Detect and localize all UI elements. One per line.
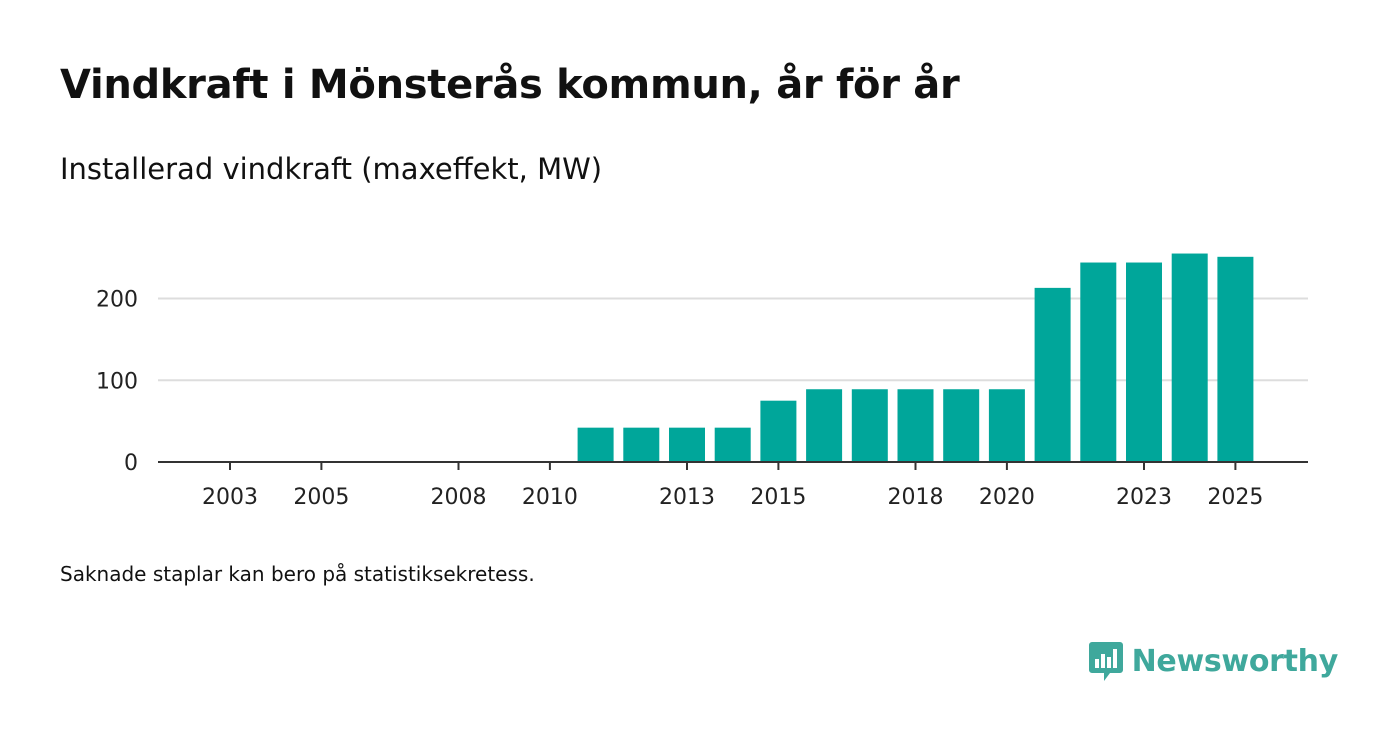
- bar-2012: [623, 427, 660, 462]
- footnote: Saknade staplar kan bero på statistiksek…: [60, 562, 535, 586]
- x-tick-label: 2003: [202, 485, 258, 510]
- x-tick-label: 2018: [888, 485, 944, 510]
- bar-2018: [897, 389, 934, 462]
- x-tick-label: 2005: [293, 485, 349, 510]
- bar-2023: [1126, 262, 1162, 462]
- bar-2024: [1171, 253, 1208, 462]
- bar-2014: [714, 427, 751, 462]
- bar-2016: [806, 389, 843, 462]
- x-tick-label: 2013: [659, 485, 715, 510]
- y-tick-label: 200: [96, 288, 138, 313]
- bar-2020: [988, 389, 1025, 462]
- bar-chart-speech-bubble-icon: [1088, 642, 1123, 681]
- bar-2025: [1217, 256, 1254, 462]
- bar-2015: [760, 400, 797, 462]
- x-tick-label: 2025: [1207, 485, 1263, 510]
- y-tick-label: 0: [124, 451, 138, 476]
- x-tick-label: 2008: [431, 485, 487, 510]
- bar-2013: [669, 427, 705, 462]
- x-tick-label: 2020: [979, 485, 1035, 510]
- bar-2021: [1034, 287, 1071, 462]
- brand-logo: Newsworthy: [1088, 640, 1338, 682]
- chart-subtitle: Installerad vindkraft (maxeffekt, MW): [60, 152, 603, 186]
- bar-2017: [851, 389, 888, 462]
- bar-2019: [943, 389, 980, 462]
- x-tick-label: 2023: [1116, 485, 1172, 510]
- x-tick-label: 2010: [522, 485, 578, 510]
- bar-2022: [1080, 262, 1117, 462]
- x-tick-label: 2015: [750, 485, 806, 510]
- brand-name: Newsworthy: [1131, 643, 1339, 679]
- bar-2011: [577, 427, 614, 462]
- y-tick-label: 100: [96, 369, 138, 394]
- chart-title: Vindkraft i Mönsterås kommun, år för år: [60, 62, 960, 108]
